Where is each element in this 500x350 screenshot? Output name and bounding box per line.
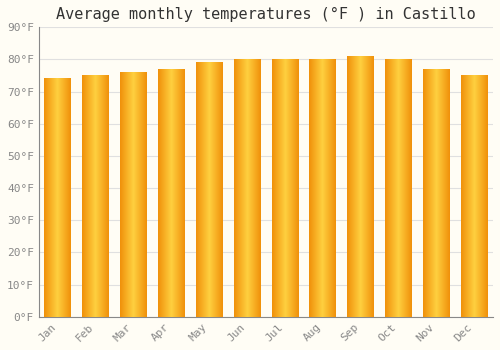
- Title: Average monthly temperatures (°F ) in Castillo: Average monthly temperatures (°F ) in Ca…: [56, 7, 476, 22]
